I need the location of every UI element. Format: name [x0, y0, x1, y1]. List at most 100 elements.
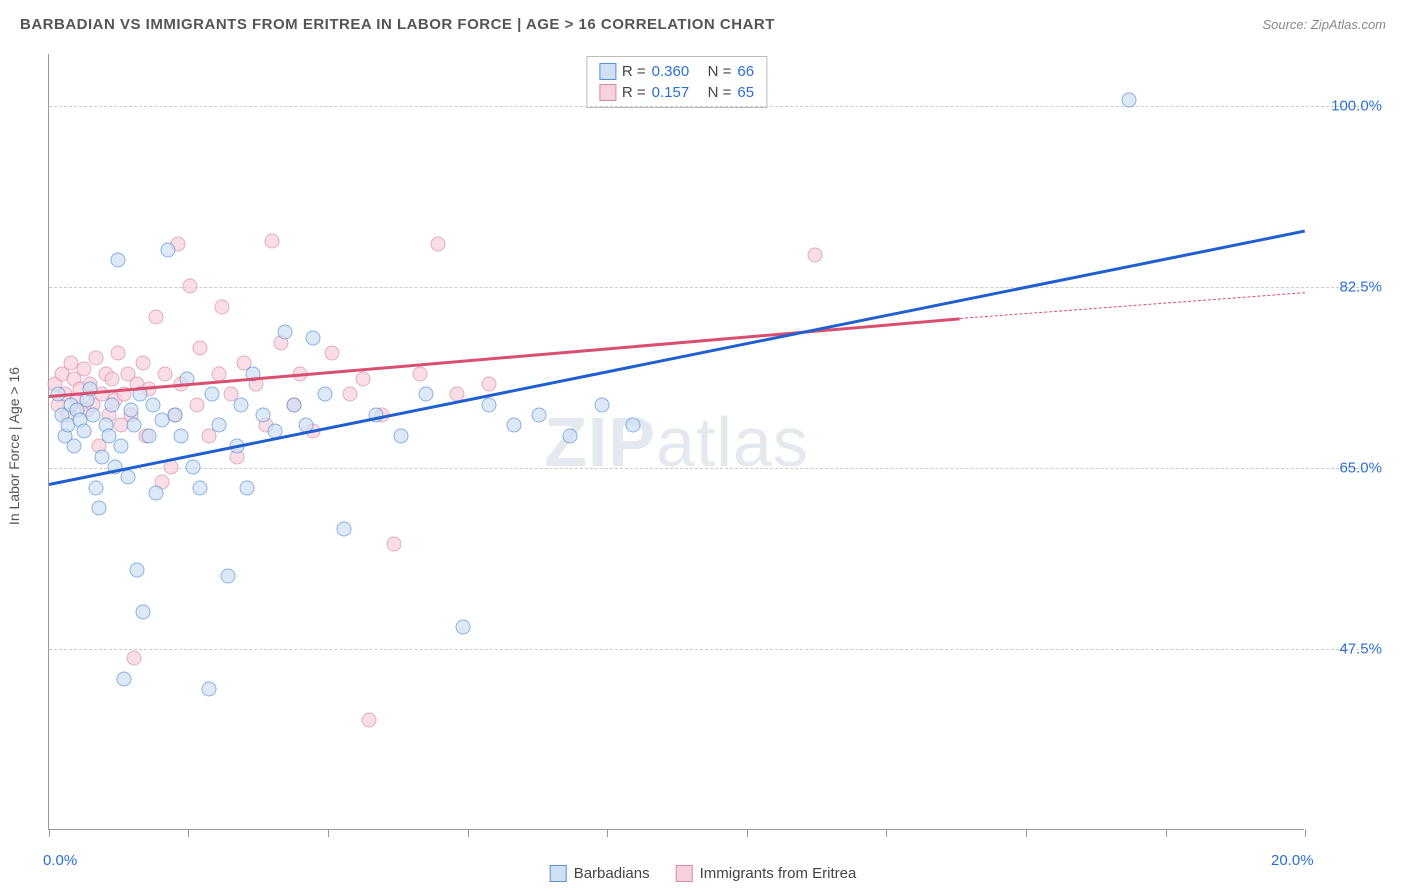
data-point [387, 537, 402, 552]
x-tick [328, 829, 329, 837]
x-tick [607, 829, 608, 837]
data-point [158, 366, 173, 381]
legend-item: Immigrants from Eritrea [676, 865, 857, 882]
data-point [89, 480, 104, 495]
data-point [136, 604, 151, 619]
x-tick [1026, 829, 1027, 837]
data-point [95, 449, 110, 464]
data-point [183, 278, 198, 293]
data-point [161, 242, 176, 257]
header: BARBADIAN VS IMMIGRANTS FROM ERITREA IN … [0, 0, 1406, 48]
data-point [101, 428, 116, 443]
x-tick [188, 829, 189, 837]
legend-swatch [550, 865, 567, 882]
legend-series: Barbadians Immigrants from Eritrea [550, 865, 857, 882]
gridline [49, 106, 1364, 107]
data-point [136, 356, 151, 371]
data-point [211, 366, 226, 381]
legend-item: Barbadians [550, 865, 650, 882]
data-point [626, 418, 641, 433]
data-point [233, 397, 248, 412]
legend-swatch [599, 63, 616, 80]
data-point [189, 397, 204, 412]
data-point [343, 387, 358, 402]
data-point [563, 428, 578, 443]
data-point [362, 713, 377, 728]
data-point [481, 397, 496, 412]
data-point [431, 237, 446, 252]
legend-swatch [599, 84, 616, 101]
gridline [49, 287, 1364, 288]
watermark: ZIPatlas [544, 402, 809, 482]
x-tick [1166, 829, 1167, 837]
data-point [76, 361, 91, 376]
data-point [192, 480, 207, 495]
legend-swatch [676, 865, 693, 882]
plot-area: ZIPatlas R = 0.360 N = 66 R = 0.157 N = … [48, 54, 1304, 830]
data-point [594, 397, 609, 412]
data-point [111, 252, 126, 267]
x-tick [1305, 829, 1306, 837]
legend-stat-row: R = 0.360 N = 66 [599, 61, 754, 82]
data-point [126, 418, 141, 433]
data-point [418, 387, 433, 402]
data-point [148, 485, 163, 500]
data-point [92, 501, 107, 516]
data-point [286, 397, 301, 412]
trend-line [960, 292, 1305, 319]
data-point [126, 651, 141, 666]
data-point [305, 330, 320, 345]
data-point [808, 247, 823, 262]
x-tick-label: 0.0% [43, 852, 77, 869]
data-point [114, 439, 129, 454]
data-point [356, 371, 371, 386]
data-point [186, 459, 201, 474]
data-point [481, 377, 496, 392]
data-point [202, 682, 217, 697]
legend-label: Barbadians [574, 865, 650, 882]
data-point [506, 418, 521, 433]
y-tick-label: 65.0% [1312, 459, 1382, 476]
data-point [324, 346, 339, 361]
data-point [111, 346, 126, 361]
data-point [104, 397, 119, 412]
data-point [255, 408, 270, 423]
data-point [337, 521, 352, 536]
source-attribution: Source: ZipAtlas.com [1262, 17, 1386, 32]
data-point [82, 382, 97, 397]
data-point [264, 234, 279, 249]
data-point [318, 387, 333, 402]
data-point [123, 402, 138, 417]
gridline [49, 649, 1364, 650]
data-point [239, 480, 254, 495]
data-point [142, 428, 157, 443]
chart-container: BARBADIAN VS IMMIGRANTS FROM ERITREA IN … [0, 0, 1406, 892]
data-point [220, 568, 235, 583]
data-point [104, 371, 119, 386]
y-tick-label: 100.0% [1312, 97, 1382, 114]
data-point [85, 408, 100, 423]
data-point [412, 366, 427, 381]
x-tick-label: 20.0% [1271, 852, 1314, 869]
data-point [129, 563, 144, 578]
data-point [145, 397, 160, 412]
legend-label: Immigrants from Eritrea [700, 865, 857, 882]
data-point [531, 408, 546, 423]
data-point [214, 299, 229, 314]
y-tick-label: 47.5% [1312, 640, 1382, 657]
data-point [173, 428, 188, 443]
data-point [67, 439, 82, 454]
data-point [117, 671, 132, 686]
x-tick [468, 829, 469, 837]
legend-stats: R = 0.360 N = 66 R = 0.157 N = 65 [586, 56, 767, 108]
data-point [1122, 92, 1137, 107]
gridline [49, 468, 1364, 469]
data-point [76, 423, 91, 438]
data-point [393, 428, 408, 443]
data-point [211, 418, 226, 433]
chart-title: BARBADIAN VS IMMIGRANTS FROM ERITREA IN … [20, 16, 775, 33]
legend-stat-row: R = 0.157 N = 65 [599, 82, 754, 103]
x-tick [886, 829, 887, 837]
data-point [148, 309, 163, 324]
data-point [277, 325, 292, 340]
